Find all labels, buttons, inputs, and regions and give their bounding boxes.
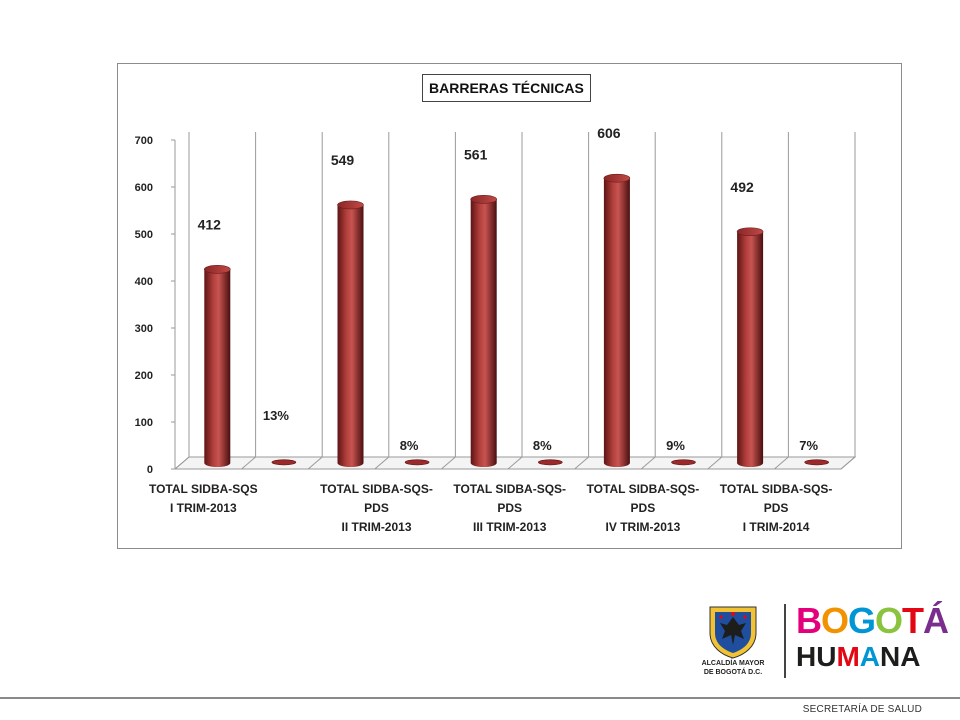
bar-cap	[337, 200, 364, 210]
brand-letter: O	[875, 600, 903, 641]
bar-cap	[603, 173, 631, 183]
bar-body	[204, 269, 231, 467]
bar-body	[337, 204, 364, 467]
bar-5	[736, 227, 764, 467]
pct-value-label: 8%	[400, 438, 419, 453]
y-tick-label: 100	[135, 417, 153, 429]
brand-word-humana: HUMANA	[796, 642, 921, 672]
bar-body	[737, 231, 764, 467]
alcaldia-line-1: ALCALDÍA MAYOR	[701, 660, 765, 667]
y-tick-label: 300	[135, 323, 153, 335]
pct-disc	[404, 459, 430, 466]
brand-letter: A	[900, 641, 921, 672]
floor-divider	[574, 456, 589, 470]
y-tick-label: 500	[135, 229, 153, 241]
bar-3	[470, 195, 498, 467]
pct-disc	[671, 459, 696, 466]
y-tick-label: 400	[135, 276, 153, 288]
bar-value-label: 549	[331, 152, 355, 168]
brand-letter: U	[816, 641, 837, 672]
category-label: TOTAL SIDBA-SQS-PDS III TRIM-2013	[453, 482, 566, 534]
pct-value-label: 8%	[533, 438, 552, 453]
pct-disc	[537, 459, 563, 466]
pct-disc	[271, 459, 297, 466]
floor-divider	[174, 456, 190, 470]
floor-divider	[640, 456, 656, 470]
brand-word-bogota: BOGOTÁ	[796, 600, 949, 641]
bar-value-label: 561	[464, 146, 488, 162]
footer-text: SECRETARÍA DE SALUD	[802, 704, 922, 715]
brand-letter: N	[880, 641, 901, 672]
y-tick-label: 600	[135, 182, 153, 194]
category-label: TOTAL SIDBA-SQS-PDS II TRIM-2013	[320, 482, 433, 534]
bar-cap	[204, 265, 231, 274]
bar-value-label: 412	[198, 216, 222, 232]
logo-area: ALCALDÍA MAYOR DE BOGOTÁ D.C. BOGOTÁ HUM…	[688, 600, 949, 688]
bar-2	[337, 200, 364, 467]
category-label: TOTAL SIDBA-SQS-PDS I TRIM-2014	[720, 482, 833, 534]
footer-divider	[0, 697, 960, 699]
chart-title: BARRERAS TÉCNICAS	[422, 74, 591, 102]
brand-letter: B	[796, 600, 822, 641]
floor-divider	[840, 456, 856, 470]
floor-divider	[507, 456, 523, 470]
bar-chart: 0 100 200 300 400 500 600 700 412 13% 549 8% 561 8% 6…	[135, 125, 857, 534]
logo-divider	[784, 604, 786, 678]
category-label: TOTAL SIDBA-SQS I TRIM-2013	[149, 482, 258, 515]
floor-divider	[441, 456, 456, 470]
brand-letter: M	[836, 641, 860, 672]
floor-divider	[707, 456, 723, 470]
category-label: TOTAL SIDBA-SQS-PDS IV TRIM-2013	[587, 482, 700, 534]
brand-letter: H	[796, 641, 817, 672]
bar-cap	[470, 195, 498, 204]
alcaldia-line-2: DE BOGOTÁ D.C.	[703, 669, 763, 676]
bar-4	[603, 173, 631, 467]
brand-letter: O	[821, 600, 849, 641]
pct-value-label: 13%	[263, 408, 289, 423]
brand-letter: Á	[923, 600, 949, 641]
y-tick-label: 200	[135, 370, 153, 382]
bogota-crest-icon	[709, 606, 757, 659]
floor-divider	[307, 456, 323, 470]
bar-body	[603, 178, 630, 467]
pct-value-label: 9%	[666, 438, 685, 453]
brand-letter: T	[902, 600, 924, 641]
floor-divider	[241, 456, 256, 470]
pct-disc	[804, 459, 830, 466]
bar-value-label: 492	[730, 179, 754, 195]
bar-value-label: 606	[597, 125, 621, 141]
bar-1	[204, 265, 231, 467]
bar-body	[470, 199, 497, 467]
y-tick-label: 700	[135, 135, 153, 147]
floor-divider	[374, 456, 390, 470]
floor-divider	[774, 456, 789, 470]
pct-value-label: 7%	[799, 438, 818, 453]
y-tick-label: 0	[147, 464, 153, 476]
brand-letter: A	[859, 641, 881, 672]
bar-cap	[736, 227, 764, 237]
brand-letter: G	[848, 600, 876, 641]
chart-frame: 0 100 200 300 400 500 600 700 412 13% 549 8% 561 8% 6…	[117, 63, 902, 549]
